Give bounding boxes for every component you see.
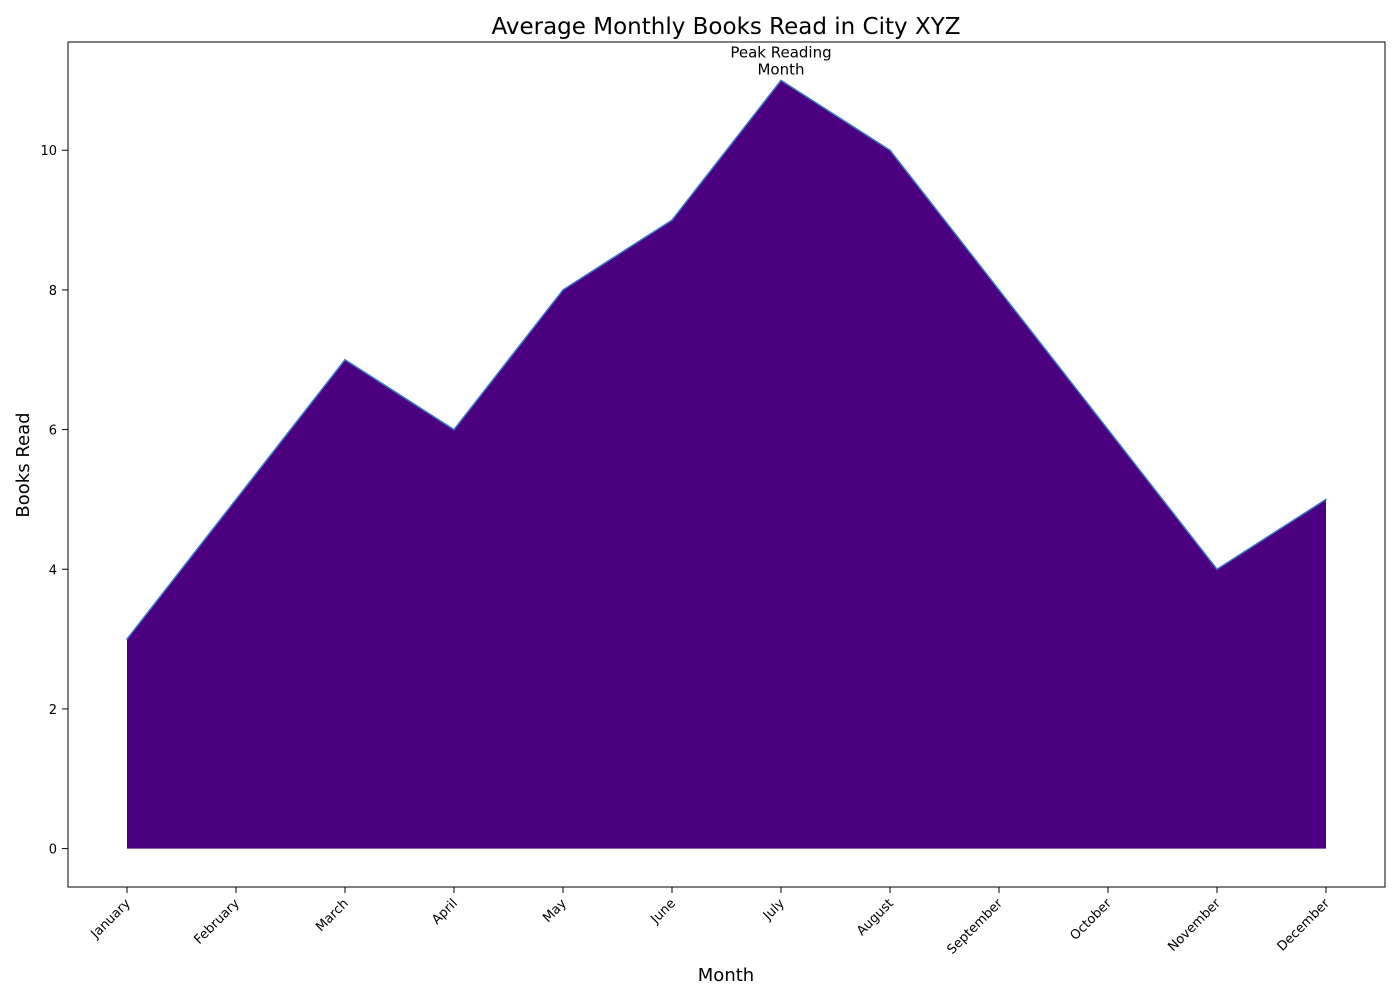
axes-frame xyxy=(67,41,1386,888)
data-point-february xyxy=(235,498,237,501)
data-point-june xyxy=(671,219,673,221)
x-axis-label: Month xyxy=(698,965,754,986)
area-fill xyxy=(127,80,1326,849)
data-point-january xyxy=(126,638,128,640)
data-point-march xyxy=(344,358,346,361)
data-point-july xyxy=(780,79,782,82)
data-point-november xyxy=(1216,568,1218,571)
data-point-december xyxy=(1325,498,1327,501)
data-point-october xyxy=(1107,428,1109,431)
annotation-line: Peak Reading xyxy=(730,43,831,61)
peak-annotation: Peak Reading Month xyxy=(730,43,831,78)
data-point-september xyxy=(998,289,1000,291)
y-tick-label: 8 xyxy=(49,284,57,299)
annotation-line: Month xyxy=(757,60,804,78)
chart-title: Average Monthly Books Read in City XYZ xyxy=(491,14,960,40)
y-tick-label: 4 xyxy=(49,563,57,578)
data-point-april xyxy=(453,428,455,431)
y-tick-label: 6 xyxy=(49,424,57,439)
plot-area xyxy=(126,79,1327,849)
y-tick-label: 0 xyxy=(49,843,57,858)
data-point-august xyxy=(889,149,891,152)
y-axis-label: Books Read xyxy=(13,412,34,517)
y-tick-label: 2 xyxy=(49,703,57,718)
data-point-may xyxy=(562,289,564,291)
series-line xyxy=(126,79,1327,640)
y-axis: 0 2 4 6 8 10 xyxy=(40,144,68,858)
y-tick-label: 10 xyxy=(40,144,57,159)
